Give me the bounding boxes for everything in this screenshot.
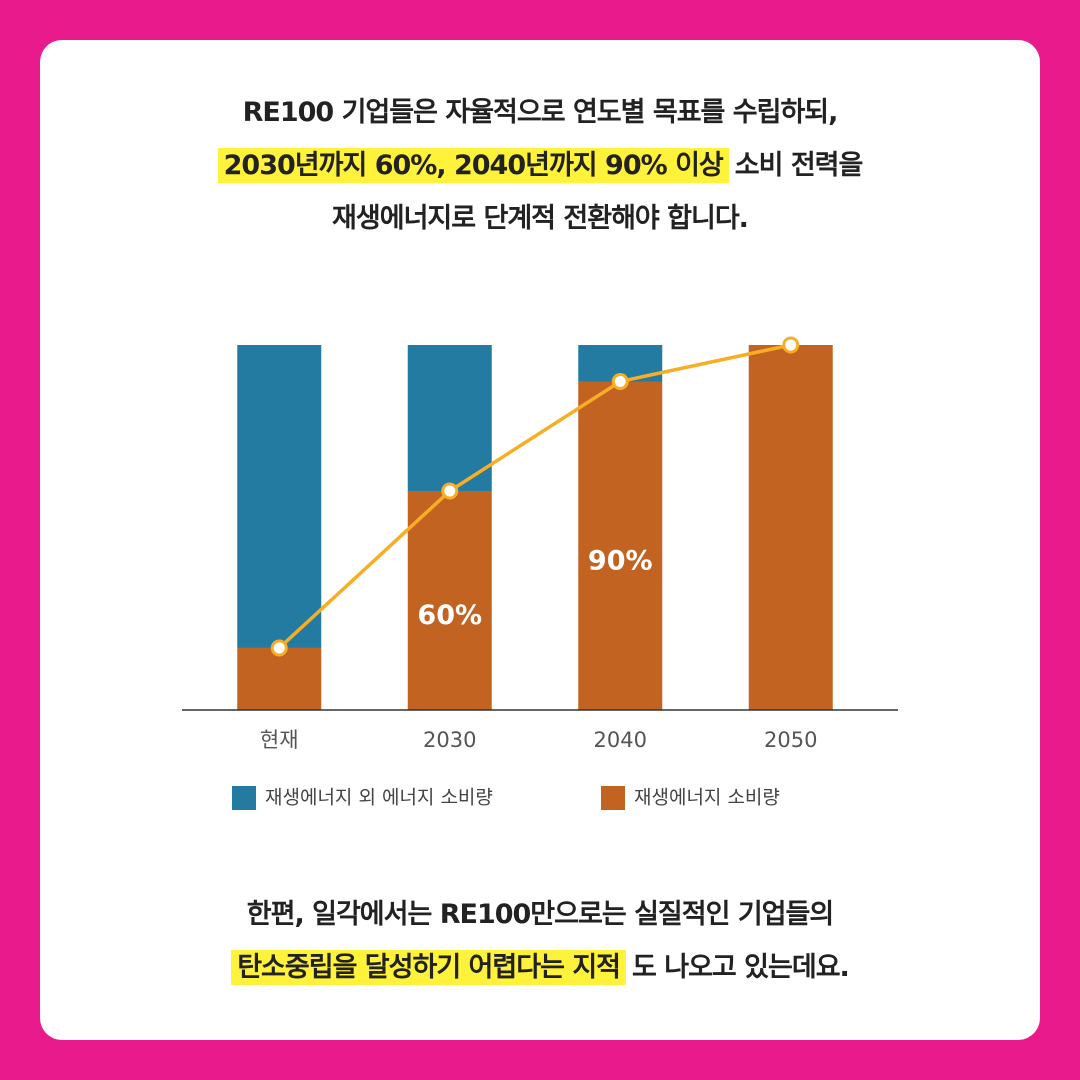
legend-swatch — [601, 786, 625, 810]
caption-line: 한편, 일각에서는 RE100만으로는 실질적인 기업들의 — [40, 888, 1040, 941]
legend-swatch — [232, 786, 256, 810]
bar-segment — [748, 345, 833, 710]
bar-segment — [578, 381, 663, 710]
line-point — [441, 482, 459, 500]
line-point — [270, 639, 288, 657]
card — [40, 40, 1040, 1040]
legend-label: 재생에너지 외 에너지 소비량 — [265, 787, 493, 809]
x-tick-label: 2030 — [423, 728, 476, 752]
bar-segment — [237, 647, 322, 710]
legend-label: 재생에너지 소비량 — [634, 787, 780, 809]
bar-segment — [407, 491, 492, 710]
caption-line: 탄소중립을 달성하기 어렵다는 지적 도 나오고 있는데요. — [40, 941, 1040, 994]
line-point — [611, 373, 629, 390]
caption-line: RE100 기업들은 자율적으로 연도별 목표를 수립하되, — [40, 86, 1040, 139]
caption-line: 2030년까지 60%, 2040년까지 90% 이상 소비 전력을 — [40, 139, 1040, 192]
caption-line: 재생에너지로 단계적 전환해야 합니다. — [40, 192, 1040, 245]
line — [278, 343, 792, 650]
bar-segment — [237, 345, 322, 648]
line-point — [782, 336, 800, 354]
x-tick-label: 2050 — [764, 728, 817, 752]
text: 재생에너지로 단계적 전환해야 합니다. — [332, 203, 749, 234]
text: 도 나오고 있는데요. — [632, 952, 850, 983]
text: RE100 기업들은 자율적으로 연도별 목표를 수립하되, — [242, 97, 839, 128]
highlighted-text: 탄소중립을 달성하기 어렵다는 지적 — [231, 950, 627, 985]
caption-top: RE100 기업들은 자율적으로 연도별 목표를 수립하되, 2030년까지 60… — [40, 86, 1040, 245]
text: 소비 전력을 — [734, 150, 864, 181]
text: 한편, 일각에서는 RE100만으로는 실질적인 기업들의 — [246, 899, 834, 930]
highlighted-text: 2030년까지 60%, 2040년까지 90% 이상 — [217, 148, 729, 183]
x-tick-label: 2040 — [594, 728, 647, 752]
x-tick-label: 현재 — [260, 728, 299, 752]
bar-segment — [407, 345, 492, 491]
data-label: 60% — [417, 600, 482, 631]
data-label: 90% — [588, 545, 653, 576]
